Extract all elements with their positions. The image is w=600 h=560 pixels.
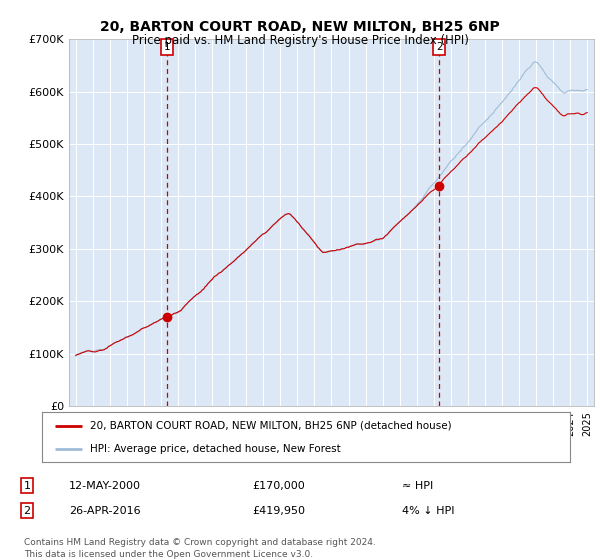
- Text: 12-MAY-2000: 12-MAY-2000: [69, 480, 141, 491]
- Text: 20, BARTON COURT ROAD, NEW MILTON, BH25 6NP: 20, BARTON COURT ROAD, NEW MILTON, BH25 …: [100, 20, 500, 34]
- Text: 26-APR-2016: 26-APR-2016: [69, 506, 140, 516]
- Text: £419,950: £419,950: [252, 506, 305, 516]
- Text: Price paid vs. HM Land Registry's House Price Index (HPI): Price paid vs. HM Land Registry's House …: [131, 34, 469, 46]
- Text: 1: 1: [164, 42, 170, 52]
- Text: 20, BARTON COURT ROAD, NEW MILTON, BH25 6NP (detached house): 20, BARTON COURT ROAD, NEW MILTON, BH25 …: [89, 421, 451, 431]
- Text: HPI: Average price, detached house, New Forest: HPI: Average price, detached house, New …: [89, 445, 340, 454]
- Text: £170,000: £170,000: [252, 480, 305, 491]
- Text: This data is licensed under the Open Government Licence v3.0.: This data is licensed under the Open Gov…: [24, 550, 313, 559]
- Text: ≈ HPI: ≈ HPI: [402, 480, 433, 491]
- Text: 4% ↓ HPI: 4% ↓ HPI: [402, 506, 455, 516]
- Text: 2: 2: [436, 42, 443, 52]
- Text: 1: 1: [23, 480, 31, 491]
- Text: Contains HM Land Registry data © Crown copyright and database right 2024.: Contains HM Land Registry data © Crown c…: [24, 538, 376, 547]
- Text: 2: 2: [23, 506, 31, 516]
